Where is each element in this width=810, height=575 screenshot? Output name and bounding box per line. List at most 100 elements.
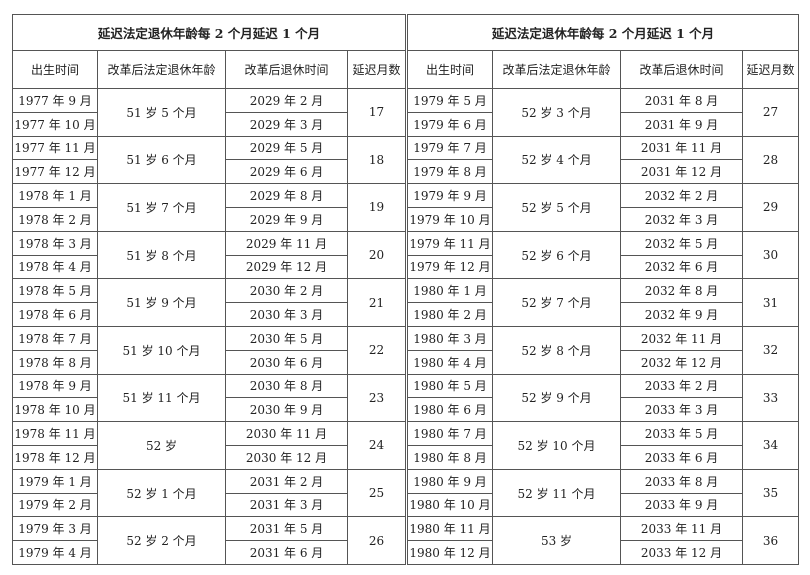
retirement-time: 2031 年 3 月 xyxy=(225,492,348,518)
title-row: 延迟法定退休年龄每 2 个月延迟 1 个月 xyxy=(12,14,406,51)
header-cell: 改革后法定退休年龄 xyxy=(492,50,621,89)
retirement-time: 2031 年 11 月 xyxy=(620,135,743,161)
table-title: 延迟法定退休年龄每 2 个月延迟 1 个月 xyxy=(12,14,406,51)
header-row: 出生时间 改革后法定退休年龄 改革后退休时间 延迟月数 xyxy=(12,50,406,89)
birth-time: 1980 年 6 月 xyxy=(407,397,493,423)
retirement-time: 2029 年 8 月 xyxy=(225,183,348,208)
retirement-age: 51 岁 9 个月 xyxy=(97,278,226,327)
delay-months: 28 xyxy=(742,135,799,185)
delay-months: 30 xyxy=(742,230,799,280)
table-body: 延迟法定退休年龄每 2 个月延迟 1 个月 出生时间 改革后法定退休年龄 改革后退休时… xyxy=(12,14,406,565)
birth-time: 1977 年 9 月 xyxy=(12,88,98,113)
data-row: 1979 年 9 月 52 岁 5 个月 2032 年 2 月 29 xyxy=(407,183,799,232)
retirement-time: 2032 年 9 月 xyxy=(620,302,743,327)
retirement-time: 2033 年 5 月 xyxy=(620,421,743,446)
data-row: 1979 年 1 月 52 岁 1 个月 2031 年 2 月 25 xyxy=(12,468,406,518)
birth-time: 1980 年 2 月 xyxy=(407,302,493,327)
data-row: 1977 年 9 月 51 岁 5 个月 2029 年 2 月 17 xyxy=(12,88,406,137)
birth-time: 1978 年 11 月 xyxy=(12,421,98,446)
retirement-time: 2033 年 2 月 xyxy=(620,373,743,399)
delay-months: 31 xyxy=(742,278,799,327)
data-row: 1978 年 10 月 2030 年 9 月 xyxy=(12,397,406,423)
retirement-time: 2032 年 2 月 xyxy=(620,183,743,208)
delay-months: 25 xyxy=(347,468,406,518)
retirement-age: 52 岁 6 个月 xyxy=(492,230,621,280)
data-row: 1980 年 6 月 2033 年 3 月 xyxy=(407,397,799,423)
delay-months: 18 xyxy=(347,135,406,185)
retirement-time: 2032 年 3 月 xyxy=(620,206,743,232)
data-row: 1978 年 3 月 51 岁 8 个月 2029 年 11 月 20 xyxy=(12,230,406,280)
data-row: 1979 年 11 月 52 岁 6 个月 2032 年 5 月 30 xyxy=(407,230,799,280)
data-row: 1980 年 11 月 53 岁 2033 年 11 月 36 xyxy=(407,516,799,565)
birth-time: 1979 年 12 月 xyxy=(407,254,493,280)
birth-time: 1978 年 5 月 xyxy=(12,278,98,304)
retirement-age: 52 岁 1 个月 xyxy=(97,468,226,518)
delay-months: 27 xyxy=(742,88,799,137)
birth-time: 1980 年 8 月 xyxy=(407,444,493,470)
delay-months: 19 xyxy=(347,183,406,232)
retirement-time: 2030 年 2 月 xyxy=(225,278,348,304)
retirement-time: 2031 年 12 月 xyxy=(620,159,743,185)
retirement-time: 2030 年 11 月 xyxy=(225,421,348,446)
birth-time: 1979 年 7 月 xyxy=(407,135,493,161)
retirement-age: 52 岁 11 个月 xyxy=(492,468,621,518)
header-cell: 改革后退休时间 xyxy=(620,50,743,89)
retirement-time: 2033 年 11 月 xyxy=(620,516,743,542)
header-cell: 改革后法定退休年龄 xyxy=(97,50,226,89)
birth-time: 1977 年 11 月 xyxy=(12,135,98,161)
retirement-age: 52 岁 9 个月 xyxy=(492,373,621,423)
retirement-age: 51 岁 5 个月 xyxy=(97,88,226,137)
data-row: 1978 年 8 月 2030 年 6 月 xyxy=(12,349,406,375)
retirement-age: 52 岁 4 个月 xyxy=(492,135,621,185)
delay-months: 32 xyxy=(742,325,799,375)
birth-time: 1980 年 4 月 xyxy=(407,349,493,375)
birth-time: 1978 年 9 月 xyxy=(12,373,98,399)
data-row: 1979 年 6 月 2031 年 9 月 xyxy=(407,111,799,137)
delay-months: 20 xyxy=(347,230,406,280)
data-row: 1980 年 3 月 52 岁 8 个月 2032 年 11 月 32 xyxy=(407,325,799,375)
retirement-time: 2029 年 12 月 xyxy=(225,254,348,280)
birth-time: 1978 年 8 月 xyxy=(12,349,98,375)
birth-time: 1980 年 12 月 xyxy=(407,540,493,565)
retirement-time: 2029 年 11 月 xyxy=(225,230,348,256)
data-row: 1977 年 11 月 51 岁 6 个月 2029 年 5 月 18 xyxy=(12,135,406,185)
retirement-time: 2032 年 6 月 xyxy=(620,254,743,280)
birth-time: 1979 年 8 月 xyxy=(407,159,493,185)
delay-months: 36 xyxy=(742,516,799,565)
data-row: 1980 年 1 月 52 岁 7 个月 2032 年 8 月 31 xyxy=(407,278,799,327)
delay-months: 17 xyxy=(347,88,406,137)
birth-time: 1979 年 10 月 xyxy=(407,206,493,232)
data-row: 1978 年 1 月 51 岁 7 个月 2029 年 8 月 19 xyxy=(12,183,406,232)
retirement-time: 2029 年 3 月 xyxy=(225,111,348,137)
birth-time: 1979 年 11 月 xyxy=(407,230,493,256)
data-row: 1978 年 5 月 51 岁 9 个月 2030 年 2 月 21 xyxy=(12,278,406,327)
data-row: 1978 年 7 月 51 岁 10 个月 2030 年 5 月 22 xyxy=(12,325,406,375)
retirement-time: 2030 年 3 月 xyxy=(225,302,348,327)
data-row: 1979 年 3 月 52 岁 2 个月 2031 年 5 月 26 xyxy=(12,516,406,565)
birth-time: 1979 年 6 月 xyxy=(407,111,493,137)
header-cell: 出生时间 xyxy=(407,50,493,89)
retirement-time: 2030 年 6 月 xyxy=(225,349,348,375)
delay-months: 29 xyxy=(742,183,799,232)
retirement-time: 2030 年 12 月 xyxy=(225,444,348,470)
delay-months: 23 xyxy=(347,373,406,423)
birth-time: 1978 年 1 月 xyxy=(12,183,98,208)
retirement-time: 2029 年 2 月 xyxy=(225,88,348,113)
retirement-time: 2029 年 6 月 xyxy=(225,159,348,185)
birth-time: 1977 年 10 月 xyxy=(12,111,98,137)
birth-time: 1980 年 10 月 xyxy=(407,492,493,518)
retirement-time: 2031 年 6 月 xyxy=(225,540,348,565)
data-row: 1979 年 7 月 52 岁 4 个月 2031 年 11 月 28 xyxy=(407,135,799,185)
retirement-time: 2030 年 8 月 xyxy=(225,373,348,399)
birth-time: 1978 年 6 月 xyxy=(12,302,98,327)
retirement-time: 2033 年 12 月 xyxy=(620,540,743,565)
data-row: 1979 年 12 月 2032 年 6 月 xyxy=(407,254,799,280)
retirement-table: 延迟法定退休年龄每 2 个月延迟 1 个月 出生时间 改革后法定退休年龄 改革后退休时… xyxy=(12,14,406,565)
birth-time: 1978 年 2 月 xyxy=(12,206,98,232)
data-row: 1977 年 10 月 2029 年 3 月 xyxy=(12,111,406,137)
data-row: 1979 年 10 月 2032 年 3 月 xyxy=(407,206,799,232)
data-row: 1977 年 12 月 2029 年 6 月 xyxy=(12,159,406,185)
data-row: 1980 年 2 月 2032 年 9 月 xyxy=(407,302,799,327)
birth-time: 1980 年 9 月 xyxy=(407,468,493,494)
delay-months: 26 xyxy=(347,516,406,565)
